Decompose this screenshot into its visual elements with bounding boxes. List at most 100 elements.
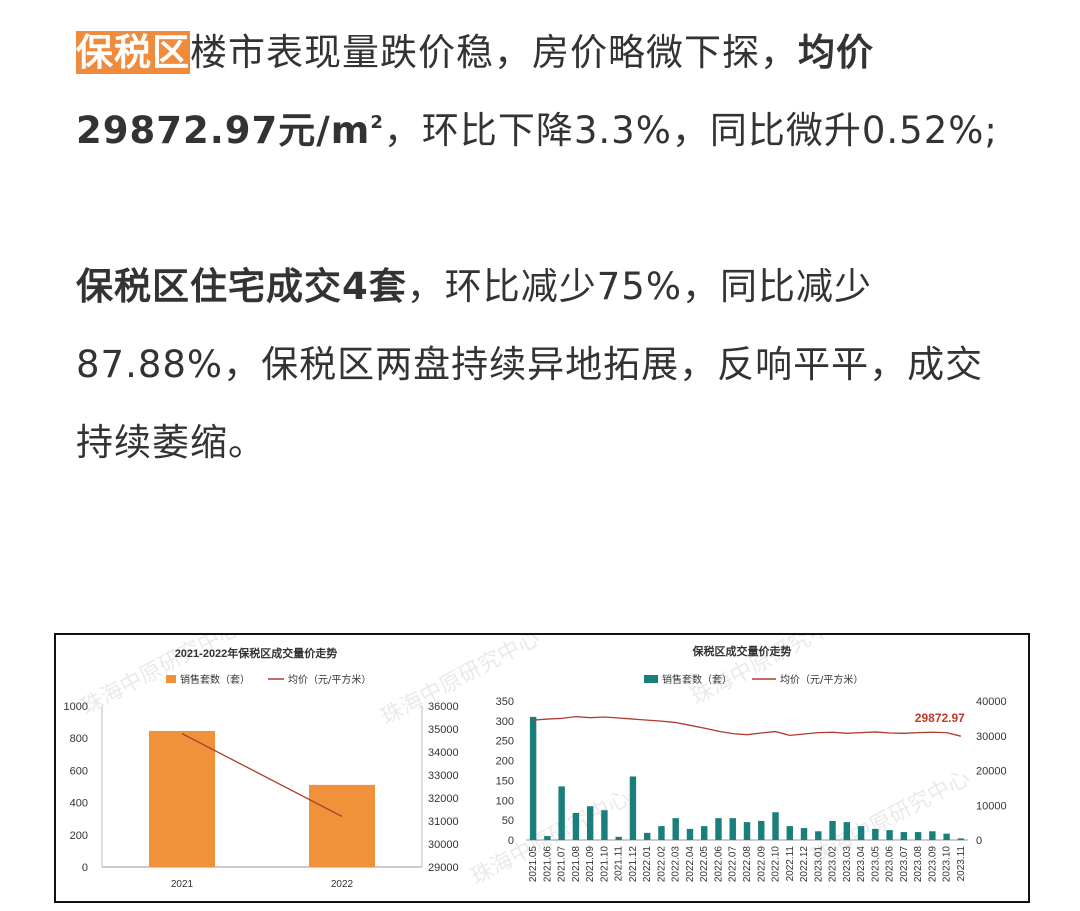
chart2-bar	[701, 826, 708, 840]
unit-superscript: 2	[370, 112, 384, 133]
volume-detail-text: ，环比减少75%，同比减少87.88%，保税区两盘持续异地拓展，反响平平，成交持…	[76, 265, 984, 464]
chart2-x-tick: 2022.07	[728, 846, 739, 883]
price-intro-text: 楼市表现量跌价稳，房价略微下探，	[190, 31, 798, 74]
chart2-x-tick: 2022.10	[771, 846, 782, 883]
chart2-price-line	[533, 715, 962, 737]
chart1-left-tick: 200	[70, 830, 88, 842]
chart2-bar	[601, 810, 608, 840]
chart2-x-tick: 2021.09	[585, 846, 596, 883]
chart2-right-tick: 10000	[976, 800, 1007, 812]
chart2-x-tick: 2022.06	[713, 846, 724, 883]
chart2-x-tick: 2022.02	[656, 846, 667, 883]
chart1-right-tick: 35000	[428, 724, 459, 736]
chart2-legend-bar-swatch	[644, 675, 658, 683]
chart-image: 珠海中原研究中心 珠海中原研究中心 珠海中原研究中心 珠海中原研究中心 珠海中原研究中心…	[54, 633, 1030, 903]
chart2-bar	[672, 818, 679, 840]
chart2-legend-line-label: 均价（元/平方米）	[780, 673, 863, 686]
chart2-left-tick: 100	[496, 795, 514, 807]
chart2-legend-bar-label: 销售套数（套）	[662, 673, 732, 686]
chart2-bar	[658, 826, 665, 840]
chart1-legend-bar-label: 销售套数（套）	[180, 673, 250, 686]
chart2-bar	[715, 818, 722, 840]
chart2-bar	[929, 831, 936, 840]
chart2-x-tick: 2023.08	[913, 846, 924, 883]
chart2-x-tick: 2021.11	[614, 846, 625, 882]
chart2-x-tick: 2023.09	[927, 846, 938, 883]
chart2-x-tick: 2022.03	[671, 846, 682, 883]
chart2-bar	[615, 836, 622, 840]
chart2-bar	[758, 820, 765, 840]
chart1-price-line	[181, 733, 343, 817]
chart2-x-tick: 2022.12	[799, 846, 810, 883]
chart2-x-tick: 2021.06	[542, 846, 553, 883]
chart2-bar	[800, 828, 808, 840]
chart1-right-tick: 32000	[428, 793, 459, 805]
chart2-bar	[843, 822, 851, 840]
article-body: 保税区楼市表现量跌价稳，房价略微下探，均价 29872.97元/m2，环比下降3.…	[76, 14, 1006, 482]
chart2-left-tick: 50	[502, 815, 514, 827]
paragraph-price: 保税区楼市表现量跌价稳，房价略微下探，均价 29872.97元/m2，环比下降3.…	[76, 14, 1006, 170]
chart1-right-tick: 31000	[428, 816, 459, 828]
chart2-x-tick: 2022.11	[785, 846, 796, 882]
chart2-bar	[786, 826, 793, 840]
chart2-x-tick: 2022.08	[742, 846, 753, 883]
district-highlight: 保税区	[76, 31, 190, 74]
chart2-bar	[857, 826, 865, 840]
chart1-bar	[309, 784, 375, 867]
chart1-left-tick: 400	[70, 798, 88, 810]
paragraph-volume: 保税区住宅成交4套，环比减少75%，同比减少87.88%，保税区两盘持续异地拓展…	[76, 248, 1006, 482]
chart2-x-tick: 2023.05	[870, 846, 881, 883]
chart1-title: 2021-2022年保税区成交量价走势	[175, 646, 338, 660]
chart2-x-tick: 2022.05	[699, 846, 710, 883]
chart2-bar	[815, 831, 822, 840]
chart2-bar	[586, 806, 594, 840]
chart2-bar	[558, 786, 565, 840]
chart2-x-tick: 2023.10	[942, 846, 953, 883]
chart2-x-tick: 2023.06	[885, 846, 896, 883]
chart2-right-tick: 0	[976, 835, 982, 847]
chart1-legend-line-label: 均价（元/平方米）	[288, 673, 371, 686]
chart1-x-tick: 2021	[171, 879, 194, 890]
chart2-x-tick: 2021.05	[528, 846, 539, 883]
chart1-x-tick: 2022	[331, 879, 354, 890]
chart1-legend-bar-swatch	[166, 675, 176, 683]
chart2-x-tick: 2023.02	[828, 846, 839, 883]
chart1-right-tick: 30000	[428, 839, 459, 851]
chart2-bar	[914, 832, 922, 840]
chart2-bar	[743, 822, 751, 840]
chart1-left-tick: 600	[70, 765, 88, 777]
chart1-right-tick: 36000	[428, 701, 459, 713]
chart2-x-tick: 2023.03	[842, 846, 853, 883]
chart2-right-tick: 20000	[976, 766, 1007, 778]
chart2-bar	[829, 820, 836, 840]
chart1-right-tick: 33000	[428, 770, 459, 782]
chart2-bar	[943, 833, 950, 840]
price-change-text: ，环比下降3.3%，同比微升0.52%;	[383, 109, 998, 152]
volume-headline: 保税区住宅成交4套	[76, 265, 407, 308]
chart2-bar	[772, 812, 779, 840]
chart1-left-tick: 0	[82, 862, 88, 874]
chart2-x-tick: 2021.08	[571, 846, 582, 883]
chart2-x-tick: 2021.07	[557, 846, 568, 883]
chart1-right-tick: 34000	[428, 747, 459, 759]
chart2-bar	[643, 832, 651, 840]
chart2-title: 保税区成交量价走势	[692, 644, 792, 658]
chart2-left-tick: 0	[508, 835, 514, 847]
avg-price-label: 均价	[798, 31, 874, 74]
chart2-left-tick: 150	[496, 775, 514, 787]
chart1-bar	[149, 730, 215, 867]
chart2-x-tick: 2021.10	[599, 846, 610, 883]
chart1-left-tick: 800	[70, 733, 88, 745]
chart2-bar	[729, 818, 736, 840]
chart1-right-tick: 29000	[428, 862, 459, 874]
chart2-x-tick: 2023.11	[956, 846, 967, 882]
chart2-left-tick: 350	[496, 696, 514, 708]
chart2-x-tick: 2021.12	[628, 846, 639, 883]
chart2-bar	[629, 776, 637, 840]
chart2-right-tick: 30000	[976, 731, 1007, 743]
chart2-left-tick: 200	[496, 756, 514, 768]
chart2-x-tick: 2022.01	[642, 846, 653, 883]
watermark-text: 珠海中原研究中心	[377, 635, 544, 730]
chart2-left-tick: 250	[496, 736, 514, 748]
chart2-bar	[686, 828, 694, 840]
